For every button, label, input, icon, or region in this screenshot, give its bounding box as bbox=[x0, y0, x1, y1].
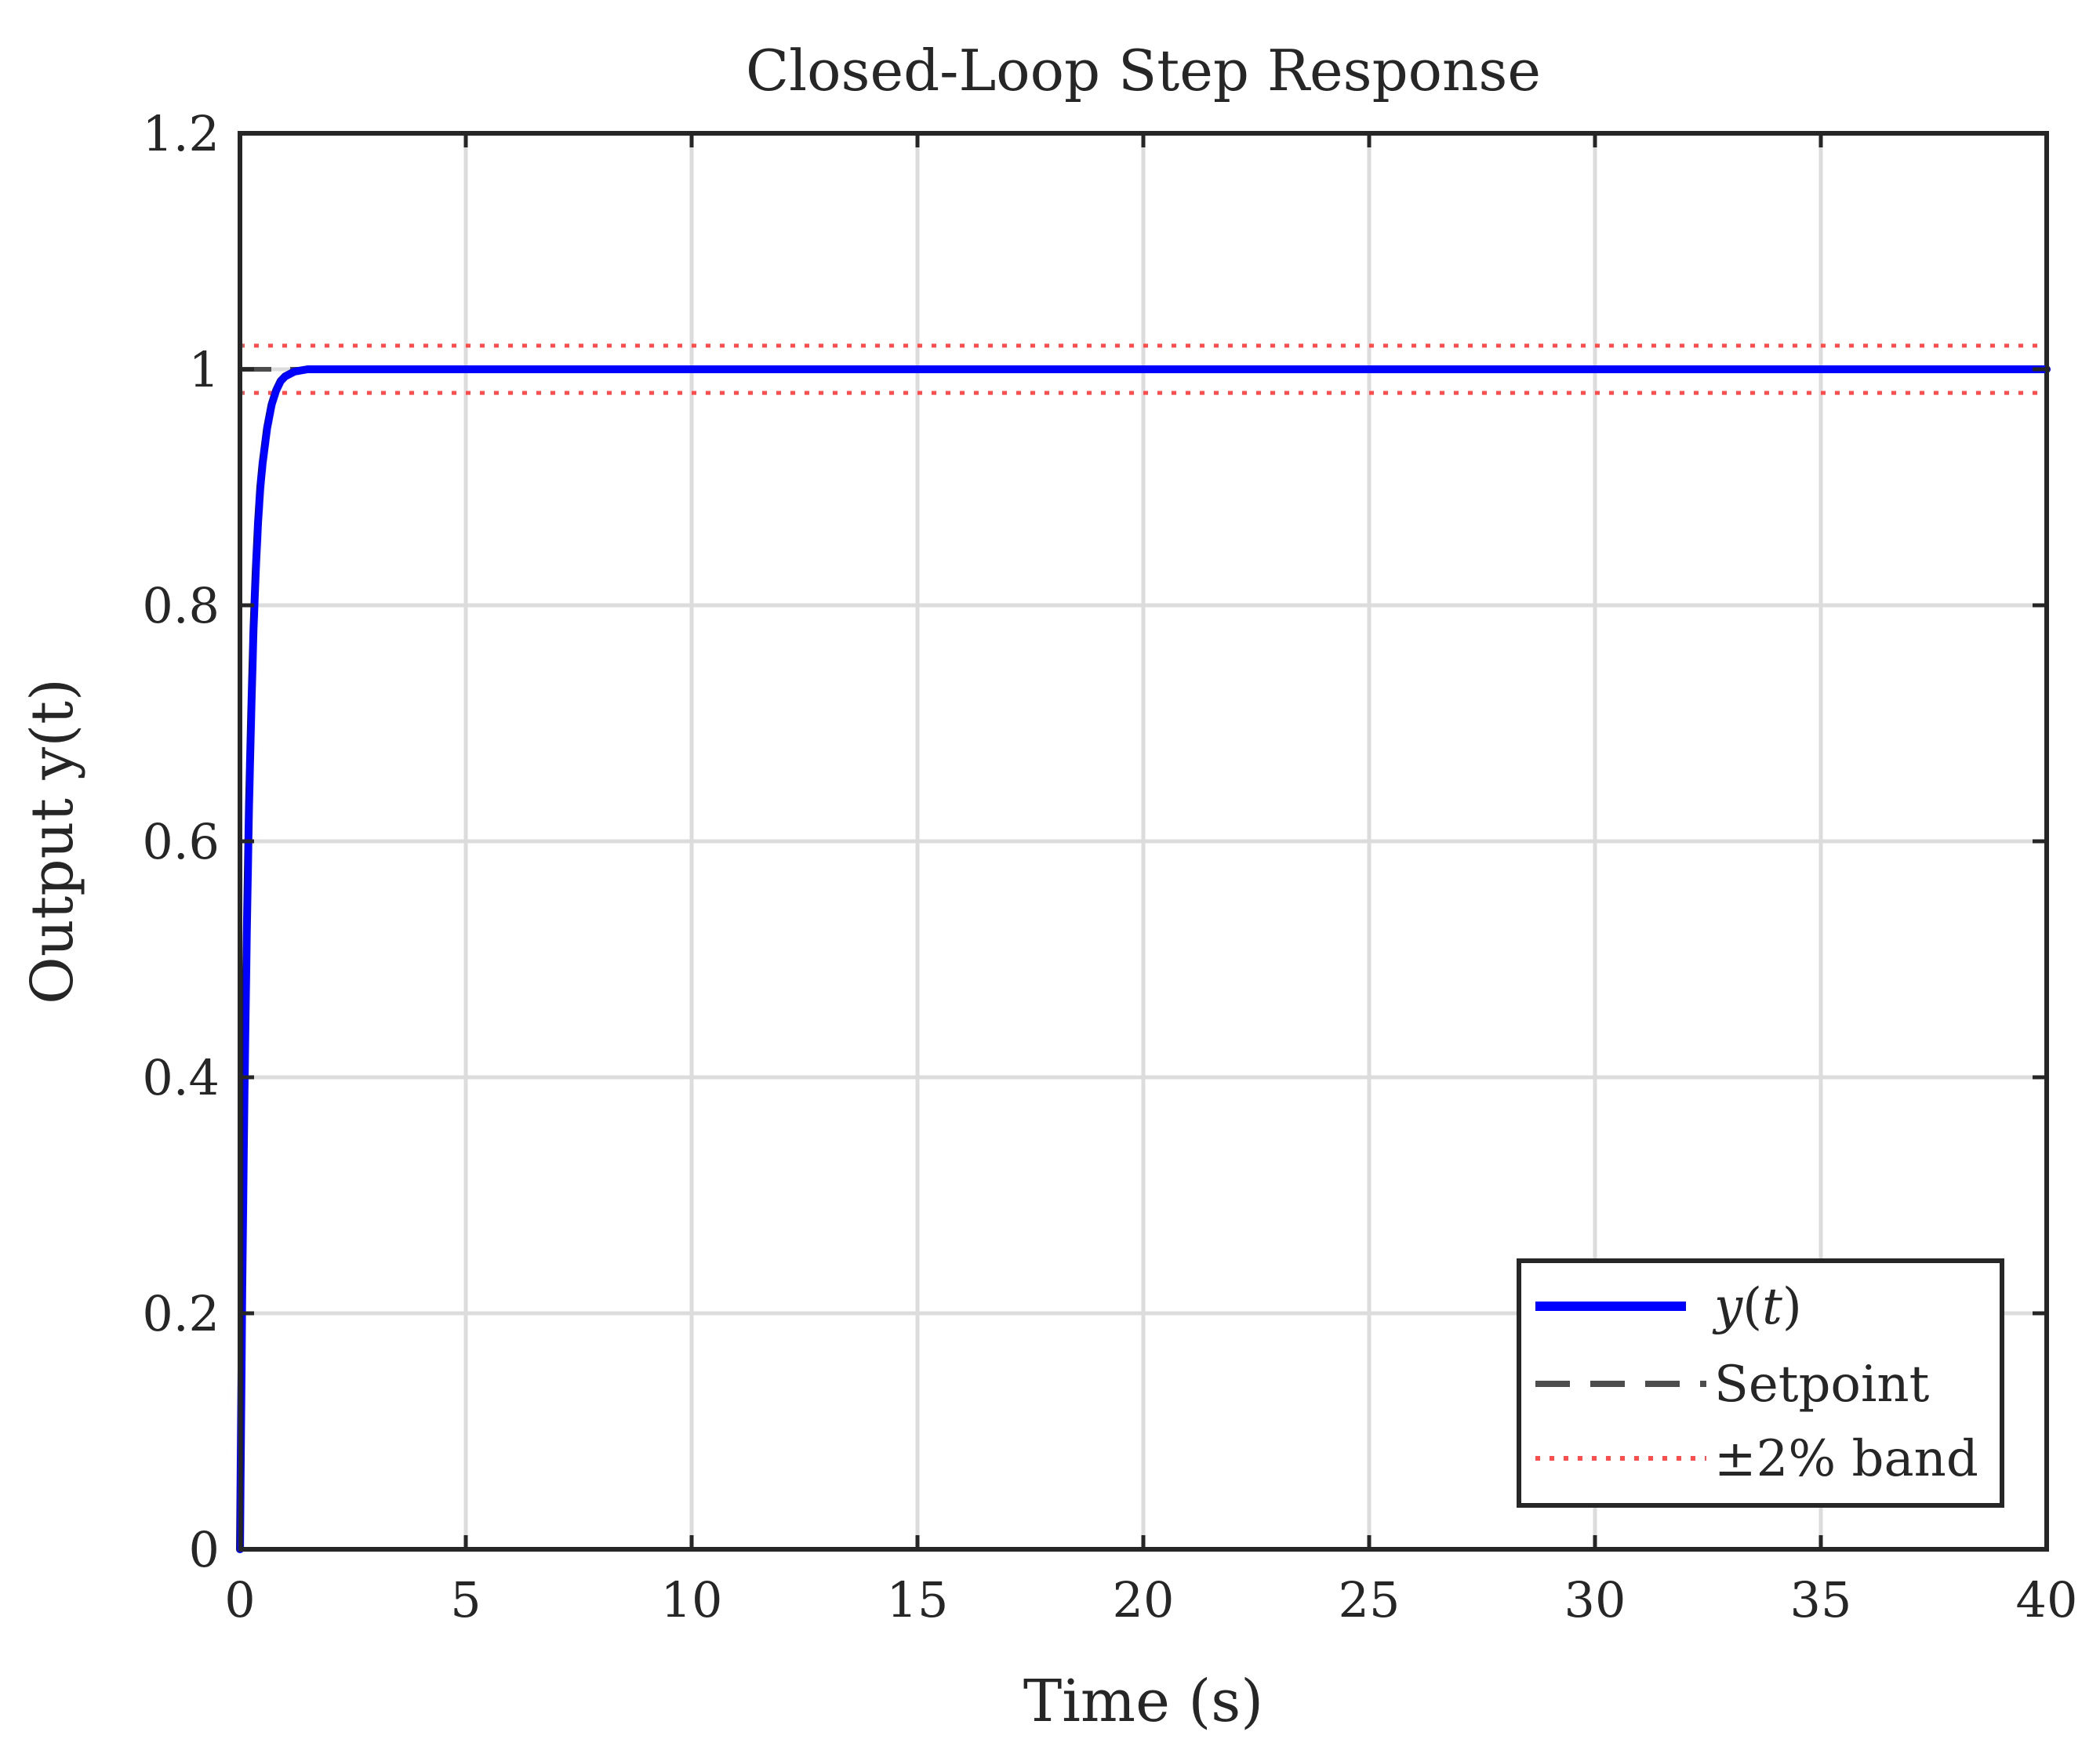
y-tick-label: 0.4 bbox=[142, 1049, 220, 1106]
x-tick-label: 0 bbox=[224, 1571, 255, 1628]
tick-labels: 0 5 10 15 20 25 30 35 40 0 0.2 0.4 0.6 0.8 1 1.2 bbox=[142, 105, 2077, 1628]
y-tick-label: 1 bbox=[189, 341, 220, 398]
x-tick-label: 15 bbox=[887, 1571, 949, 1628]
legend-label-y-t: y(t) bbox=[1712, 1278, 1802, 1336]
x-tick-label: 20 bbox=[1113, 1571, 1175, 1628]
x-tick-label: 30 bbox=[1564, 1571, 1626, 1628]
chart-title: Closed-Loop Step Response bbox=[746, 38, 1541, 103]
tick-marks bbox=[238, 131, 2049, 1552]
x-tick-label: 35 bbox=[1790, 1571, 1852, 1628]
y-tick-label: 0.8 bbox=[142, 577, 220, 634]
series-layer bbox=[236, 343, 2051, 1553]
series-line-y-t- bbox=[236, 365, 2051, 1553]
y-tick-label: 0.2 bbox=[142, 1285, 220, 1342]
y-axis-label: Output y(t) bbox=[19, 678, 86, 1004]
x-tick-label: 5 bbox=[450, 1571, 481, 1628]
legend-label-band: ±2% band bbox=[1714, 1430, 1978, 1488]
legend-label-setpoint: Setpoint bbox=[1714, 1356, 1930, 1414]
x-axis-label: Time (s) bbox=[1023, 1668, 1263, 1735]
y-tick-label: 1.2 bbox=[142, 105, 220, 162]
legend: y(t) Setpoint ±2% band bbox=[1517, 1258, 2004, 1508]
y-tick-label: 0 bbox=[189, 1521, 220, 1578]
x-tick-label: 10 bbox=[661, 1571, 723, 1628]
y-tick-label: 0.6 bbox=[142, 813, 220, 870]
x-tick-label: 25 bbox=[1339, 1571, 1401, 1628]
x-tick-label: 40 bbox=[2016, 1571, 2078, 1628]
